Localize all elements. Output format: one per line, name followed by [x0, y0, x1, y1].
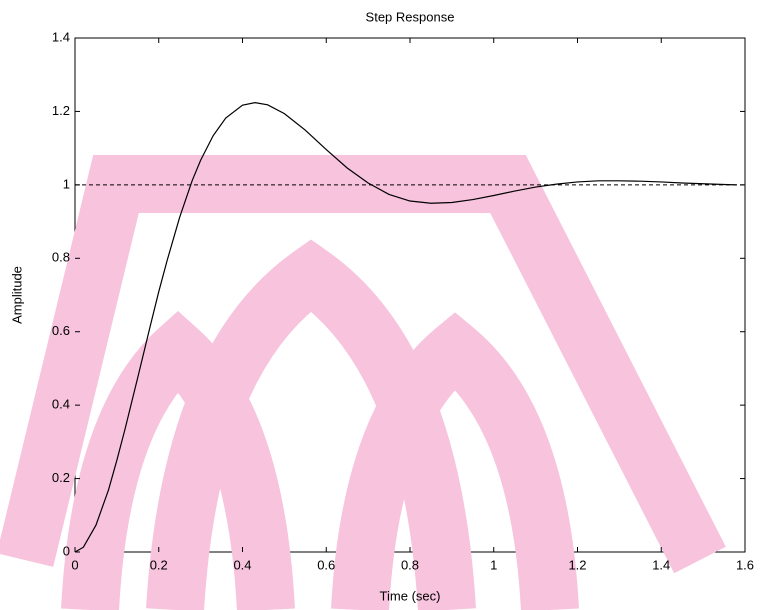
- y-tick-label: 0.2: [52, 470, 70, 485]
- y-tick-label: 0.6: [52, 323, 70, 338]
- watermark: [0, 155, 726, 610]
- line: [74, 102, 737, 553]
- x-tick-label: 0.2: [150, 557, 168, 572]
- x-tick-label: 1.6: [736, 557, 754, 572]
- x-tick-label: 1.4: [652, 557, 670, 572]
- watermark-arch: [146, 239, 476, 610]
- y-tick-label: 0.8: [52, 250, 70, 265]
- y-tick-label: 1.2: [52, 103, 70, 118]
- watermark-arch: [61, 311, 295, 610]
- x-tick-label: 0.8: [401, 557, 419, 572]
- x-tick-label: 0.4: [233, 557, 251, 572]
- x-tick-label: 0: [71, 557, 78, 572]
- y-tick-label: 0: [63, 543, 70, 558]
- x-tick-label: 1.2: [568, 557, 586, 572]
- chart-title: Step Response: [366, 9, 455, 24]
- x-tick-label: 1: [490, 557, 497, 572]
- y-axis-label: Amplitude: [9, 266, 24, 324]
- watermark-band: [0, 155, 726, 574]
- x-axis-label: Time (sec): [380, 588, 441, 603]
- y-tick-label: 1.4: [52, 29, 70, 44]
- y-tick-label: 0.4: [52, 397, 70, 412]
- y-tick-label: 1: [63, 176, 70, 191]
- watermark-arch: [331, 312, 579, 610]
- x-tick-label: 0.6: [317, 557, 335, 572]
